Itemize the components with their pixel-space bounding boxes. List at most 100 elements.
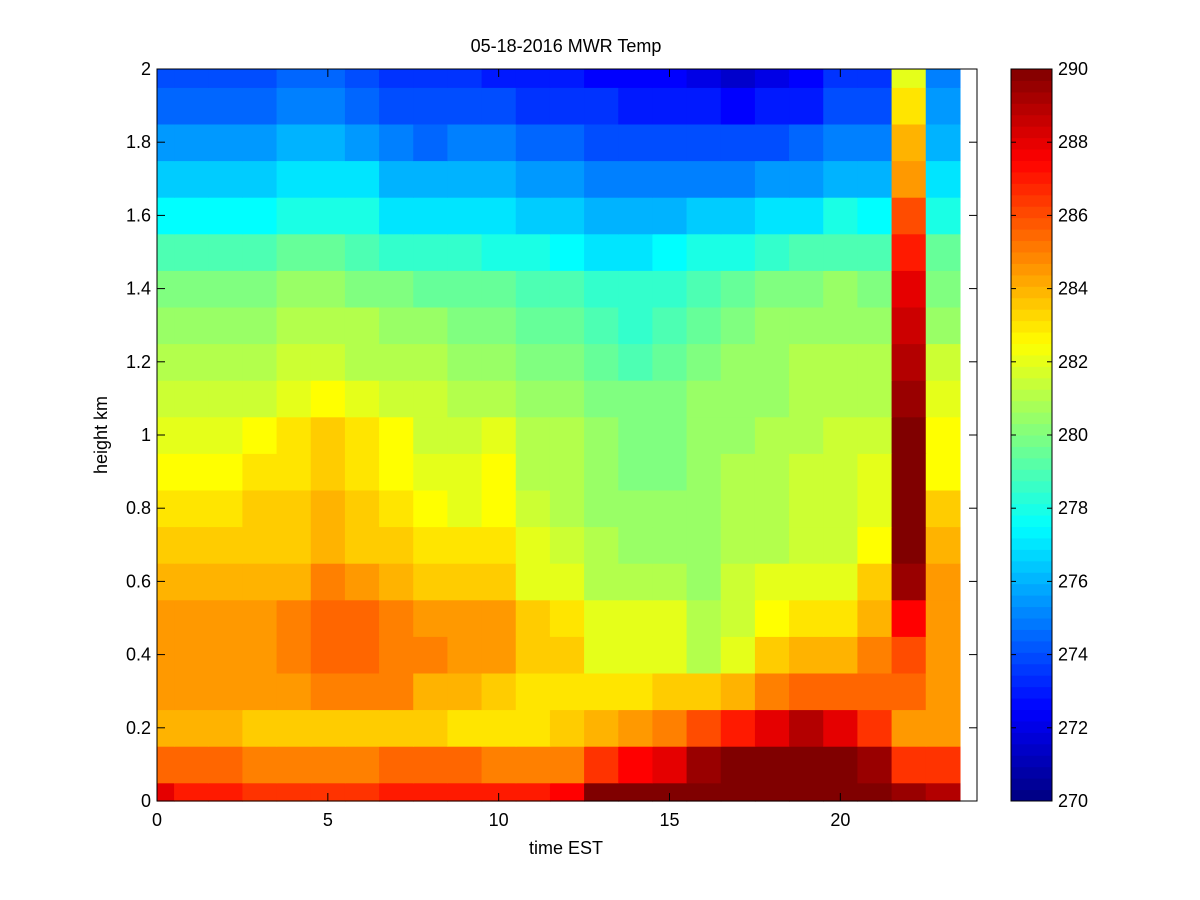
heatmap-cell bbox=[652, 380, 688, 418]
heatmap-cell bbox=[686, 453, 722, 491]
heatmap-cell bbox=[208, 270, 244, 308]
heatmap-cell bbox=[208, 489, 244, 528]
heatmap-cell bbox=[789, 672, 824, 711]
heatmap-cell bbox=[242, 709, 278, 747]
colorbar-segment bbox=[1011, 217, 1052, 230]
heatmap-cell bbox=[310, 270, 346, 308]
heatmap-cell bbox=[276, 746, 312, 784]
heatmap-cell bbox=[891, 563, 927, 601]
heatmap-cell bbox=[549, 343, 585, 381]
heatmap-cell bbox=[413, 160, 449, 198]
colorbar-segment bbox=[1011, 446, 1052, 459]
heatmap-cell bbox=[447, 636, 483, 674]
heatmap-cell bbox=[481, 343, 517, 381]
heatmap-cell bbox=[379, 160, 414, 198]
heatmap-cell bbox=[242, 526, 278, 564]
heatmap-cell bbox=[549, 87, 585, 125]
heatmap-cell bbox=[720, 306, 756, 345]
heatmap-cell bbox=[276, 453, 312, 491]
colorbar-segment bbox=[1011, 549, 1052, 562]
heatmap-cell bbox=[310, 672, 346, 711]
heatmap-cell bbox=[208, 380, 244, 418]
heatmap-cell bbox=[925, 69, 961, 88]
heatmap-cell bbox=[549, 123, 585, 162]
heatmap-cell bbox=[447, 489, 483, 528]
heatmap-cell bbox=[413, 489, 449, 528]
heatmap-cell bbox=[549, 746, 585, 784]
heatmap-cell bbox=[652, 69, 688, 88]
heatmap-cell bbox=[584, 746, 619, 784]
heatmap-cell bbox=[754, 563, 790, 601]
colorbar-segment bbox=[1011, 366, 1052, 379]
heatmap-cell bbox=[310, 306, 346, 345]
heatmap-cell bbox=[413, 563, 449, 601]
colorbar-segment bbox=[1011, 469, 1052, 482]
heatmap-cell bbox=[857, 69, 893, 88]
heatmap-cell bbox=[481, 270, 517, 308]
heatmap-cell bbox=[789, 306, 824, 345]
heatmap-cell bbox=[157, 636, 175, 674]
heatmap-cell bbox=[549, 672, 585, 711]
colorbar-segment bbox=[1011, 229, 1052, 242]
heatmap-cell bbox=[891, 306, 927, 345]
colorbar-segment bbox=[1011, 435, 1052, 447]
heatmap-cell bbox=[789, 343, 824, 381]
heatmap-cell bbox=[413, 343, 449, 381]
colorbar-segment bbox=[1011, 343, 1052, 356]
heatmap-cell bbox=[481, 746, 517, 784]
heatmap-cell bbox=[174, 160, 209, 198]
heatmap-cell bbox=[549, 453, 585, 491]
heatmap-cell bbox=[276, 87, 312, 125]
heatmap-cell bbox=[652, 782, 688, 802]
heatmap-cell bbox=[686, 636, 722, 674]
heatmap-cell bbox=[174, 416, 209, 454]
colorbar-segment bbox=[1011, 80, 1052, 93]
heatmap-cell bbox=[174, 343, 209, 381]
colorbar-segment bbox=[1011, 560, 1052, 573]
heatmap-cell bbox=[515, 380, 551, 418]
colorbar-segment bbox=[1011, 595, 1052, 608]
heatmap-cell bbox=[174, 672, 209, 711]
heatmap-cell bbox=[344, 69, 380, 88]
heatmap-cell bbox=[157, 563, 175, 601]
heatmap-cell bbox=[686, 306, 722, 345]
x-axis-label: time EST bbox=[529, 838, 603, 858]
colorbar-segment bbox=[1011, 652, 1052, 665]
heatmap-cell bbox=[515, 343, 551, 381]
heatmap-cell bbox=[686, 599, 722, 637]
heatmap-cell bbox=[310, 636, 346, 674]
heatmap-cell bbox=[447, 453, 483, 491]
heatmap-cell bbox=[618, 563, 654, 601]
heatmap-cell bbox=[652, 233, 688, 271]
heatmap-cell bbox=[157, 197, 175, 235]
heatmap-cell bbox=[618, 197, 654, 235]
heatmap-cell bbox=[652, 746, 688, 784]
heatmap-cell bbox=[549, 306, 585, 345]
heatmap-cell bbox=[891, 526, 927, 564]
colorbar-segment bbox=[1011, 354, 1052, 367]
heatmap-cell bbox=[174, 709, 209, 747]
heatmap-cell bbox=[754, 233, 790, 271]
heatmap-cell bbox=[515, 489, 551, 528]
heatmap-cell bbox=[157, 343, 175, 381]
heatmap-cell bbox=[925, 197, 961, 235]
heatmap-cell bbox=[242, 782, 278, 802]
heatmap-cell bbox=[208, 672, 244, 711]
heatmap-cell bbox=[208, 599, 244, 637]
heatmap-cell bbox=[925, 380, 961, 418]
heatmap-cell bbox=[584, 270, 619, 308]
heatmap-cell bbox=[157, 87, 175, 125]
heatmap-cell bbox=[754, 672, 790, 711]
heatmap-cell bbox=[618, 453, 654, 491]
heatmap-cell bbox=[823, 782, 859, 802]
heatmap-cell bbox=[618, 636, 654, 674]
colorbar-segment bbox=[1011, 709, 1052, 722]
colorbar-segment bbox=[1011, 400, 1052, 413]
heatmap-cell bbox=[789, 416, 824, 454]
heatmap-cell bbox=[515, 233, 551, 271]
colorbar-segment bbox=[1011, 778, 1052, 791]
colorbar-segment bbox=[1011, 743, 1052, 756]
heatmap-cell bbox=[925, 782, 961, 802]
x-axis-ticks: 0 5 10 15 20 bbox=[152, 69, 850, 830]
heatmap-cell bbox=[276, 343, 312, 381]
